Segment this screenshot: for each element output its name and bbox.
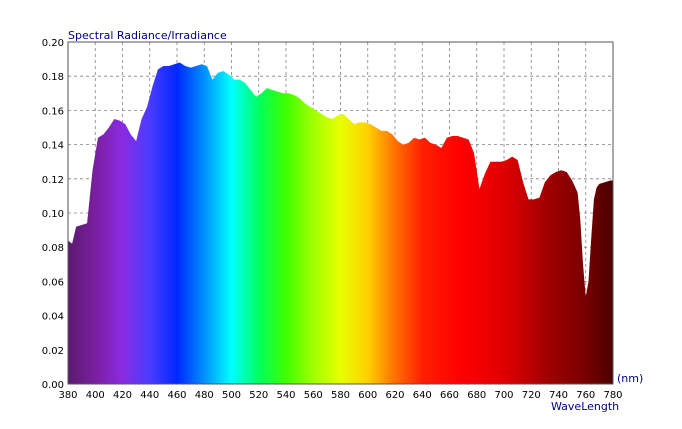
- y-tick-label: 0.18: [42, 72, 64, 83]
- y-axis-ticks: 0.00 0.02 0.04 0.06 0.08 0.10 0.12 0.14 0.16 0.18…: [42, 38, 64, 391]
- y-tick-label: 0.10: [42, 209, 64, 220]
- x-tick-label: 460: [167, 390, 186, 401]
- chart-title: Spectral Radiance/Irradiance: [68, 29, 227, 42]
- x-tick-label: 640: [413, 390, 432, 401]
- x-unit-label: (nm): [617, 372, 643, 385]
- y-tick-label: 0.04: [42, 312, 64, 323]
- plot-frame: [67, 41, 614, 385]
- x-tick-label: 520: [249, 390, 268, 401]
- x-tick-label: 400: [86, 390, 105, 401]
- y-tick-label: 0.20: [42, 38, 64, 49]
- y-tick-label: 0.00: [42, 380, 64, 391]
- x-tick-label: 540: [276, 390, 295, 401]
- x-tick-label: 380: [58, 390, 77, 401]
- y-tick-label: 0.06: [42, 277, 64, 288]
- y-tick-label: 0.16: [42, 106, 64, 117]
- x-tick-label: 680: [467, 390, 486, 401]
- x-tick-label: 660: [440, 390, 459, 401]
- x-tick-label: 440: [140, 390, 159, 401]
- spectrum-area: [68, 62, 613, 385]
- x-tick-label: 480: [195, 390, 214, 401]
- y-tick-label: 0.14: [42, 141, 64, 152]
- y-tick-label: 0.12: [42, 175, 64, 186]
- x-tick-label: 580: [331, 390, 350, 401]
- x-tick-label: 760: [576, 390, 595, 401]
- x-tick-label: 700: [494, 390, 513, 401]
- y-tick-label: 0.08: [42, 243, 64, 254]
- x-axis-label: WaveLength: [551, 400, 619, 413]
- x-tick-label: 560: [304, 390, 323, 401]
- x-tick-label: 500: [222, 390, 241, 401]
- x-tick-label: 600: [358, 390, 377, 401]
- x-tick-label: 780: [603, 390, 622, 401]
- x-tick-label: 420: [113, 390, 132, 401]
- x-axis-ticks: 380 400 420 440 460 480 500 520 540 560 580 600 620 6…: [58, 390, 622, 401]
- x-tick-label: 720: [522, 390, 541, 401]
- x-tick-label: 620: [385, 390, 404, 401]
- x-tick-label: 740: [549, 390, 568, 401]
- y-tick-label: 0.02: [42, 346, 64, 357]
